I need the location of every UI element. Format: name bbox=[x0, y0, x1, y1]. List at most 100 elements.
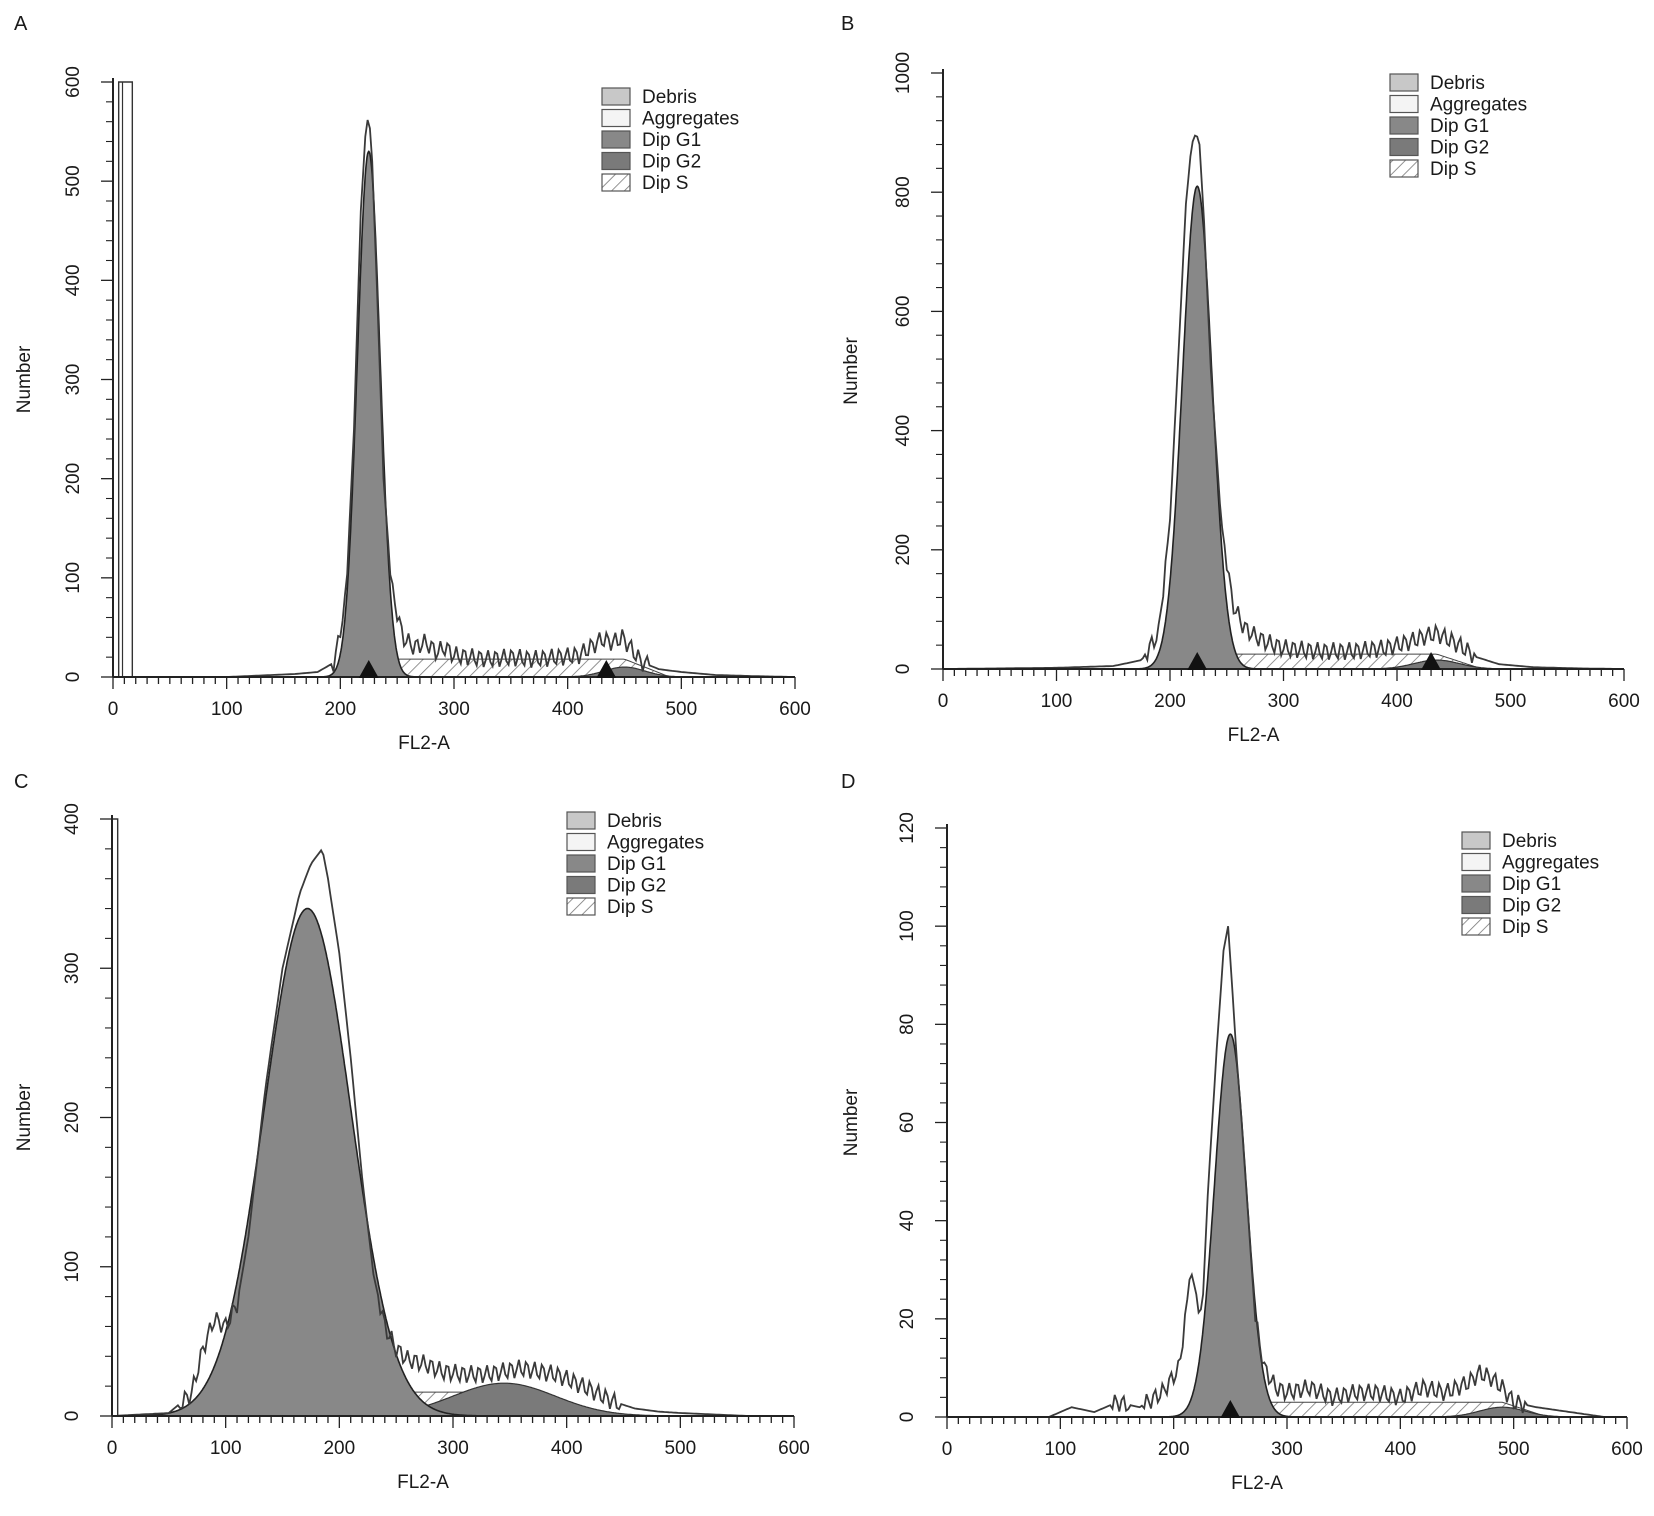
dip-g1-area bbox=[1138, 185, 1257, 670]
legend-label: Aggregates bbox=[642, 109, 739, 130]
y-tick-label: 120 bbox=[897, 812, 918, 844]
x-tick-label: 400 bbox=[1381, 691, 1413, 712]
y-axis-title: Number bbox=[841, 1088, 862, 1156]
legend-swatch-aggregates bbox=[566, 832, 596, 852]
legend-swatch-dip-g2 bbox=[1389, 137, 1419, 157]
x-tick-label: 600 bbox=[1611, 1439, 1643, 1460]
x-tick-label: 0 bbox=[942, 1439, 953, 1460]
dip-g1-area bbox=[1166, 1033, 1294, 1418]
peak-marker-triangle bbox=[358, 660, 379, 678]
legend-swatch-dip-s bbox=[1389, 159, 1419, 178]
y-tick-label: 0 bbox=[893, 664, 914, 675]
y-tick-label: 400 bbox=[62, 803, 83, 835]
x-tick-label: 100 bbox=[211, 699, 243, 720]
dip-g1-area bbox=[134, 907, 481, 1417]
legend-swatch-debris bbox=[601, 87, 631, 106]
y-tick-label: 100 bbox=[63, 562, 84, 594]
legend-label: Dip G2 bbox=[1502, 896, 1561, 917]
legend-label: Debris bbox=[1502, 831, 1557, 852]
y-tick-label: 300 bbox=[63, 364, 84, 396]
y-tick-label: 300 bbox=[62, 952, 83, 984]
legend-label: Debris bbox=[1430, 73, 1485, 94]
legend-swatch-dip-s bbox=[1461, 917, 1491, 936]
x-tick-label: 400 bbox=[551, 1438, 583, 1459]
y-tick-label: 60 bbox=[897, 1112, 918, 1133]
x-tick-label: 300 bbox=[437, 1438, 469, 1459]
legend-swatch-dip-g1 bbox=[1389, 116, 1419, 135]
legend-swatch-aggregates bbox=[1461, 852, 1491, 872]
x-tick-label: 600 bbox=[1608, 691, 1640, 712]
dip-g1-area bbox=[323, 150, 415, 678]
legend-label: Dip S bbox=[1430, 159, 1476, 180]
legend-swatch-dip-g1 bbox=[566, 854, 596, 873]
legend-label: Dip G2 bbox=[642, 152, 701, 173]
histogram-panel-d: D 0 100 200 300 400 500 600 0 20 40 60 80 100 120 FL2-A… bbox=[827, 758, 1654, 1516]
legend-swatch-dip-s bbox=[601, 173, 631, 192]
y-axis-title: Number bbox=[841, 337, 862, 405]
legend-label: Dip G2 bbox=[607, 876, 666, 897]
legend-swatch-debris bbox=[1461, 831, 1491, 850]
legend-swatch-dip-g1 bbox=[1461, 874, 1491, 893]
x-tick-label: 100 bbox=[1044, 1439, 1076, 1460]
x-tick-label: 200 bbox=[324, 699, 356, 720]
legend-swatch-debris bbox=[1389, 73, 1419, 92]
legend-swatch-dip-g2 bbox=[1461, 895, 1491, 915]
x-tick-label: 0 bbox=[108, 699, 119, 720]
x-tick-label: 200 bbox=[323, 1438, 355, 1459]
legend-label: Dip G1 bbox=[1502, 874, 1561, 895]
legend-swatch-dip-g1 bbox=[601, 130, 631, 149]
x-tick-label: 600 bbox=[779, 699, 811, 720]
y-tick-label: 200 bbox=[63, 463, 84, 495]
x-axis-title: FL2-A bbox=[1231, 1473, 1283, 1494]
y-tick-label: 80 bbox=[897, 1014, 918, 1035]
legend-label: Aggregates bbox=[607, 833, 704, 854]
legend-label: Debris bbox=[607, 811, 662, 832]
y-tick-label: 100 bbox=[897, 910, 918, 942]
y-tick-label: 40 bbox=[897, 1210, 918, 1231]
x-tick-label: 400 bbox=[552, 699, 584, 720]
y-tick-label: 0 bbox=[62, 1411, 83, 1422]
panel-label: A bbox=[14, 13, 28, 35]
y-tick-label: 0 bbox=[897, 1412, 918, 1423]
raw-histogram-line bbox=[113, 119, 795, 678]
y-tick-label: 1000 bbox=[893, 52, 914, 94]
x-tick-label: 500 bbox=[1495, 691, 1527, 712]
x-axis-title: FL2-A bbox=[398, 733, 450, 754]
legend-label: Dip G2 bbox=[1430, 138, 1489, 159]
x-axis-title: FL2-A bbox=[397, 1472, 449, 1493]
peak-marker-triangle bbox=[1187, 652, 1208, 670]
x-tick-label: 100 bbox=[1041, 691, 1073, 712]
legend-swatch-aggregates bbox=[601, 108, 631, 128]
x-axis-title: FL2-A bbox=[1228, 725, 1280, 746]
y-axis-title: Number bbox=[14, 345, 35, 413]
raw-histogram-line bbox=[111, 848, 794, 1417]
x-tick-label: 300 bbox=[1271, 1439, 1303, 1460]
legend-swatch-dip-g2 bbox=[566, 875, 596, 895]
x-tick-label: 300 bbox=[1268, 691, 1300, 712]
panel-label: D bbox=[841, 771, 855, 793]
y-tick-label: 600 bbox=[63, 66, 84, 98]
legend-label: Dip S bbox=[642, 173, 688, 194]
x-tick-label: 500 bbox=[665, 699, 697, 720]
x-tick-label: 0 bbox=[107, 1438, 118, 1459]
y-tick-label: 200 bbox=[62, 1102, 83, 1134]
y-tick-label: 100 bbox=[62, 1251, 83, 1283]
x-tick-label: 500 bbox=[664, 1438, 696, 1459]
y-tick-label: 20 bbox=[897, 1308, 918, 1329]
y-tick-label: 400 bbox=[63, 264, 84, 296]
y-tick-label: 600 bbox=[893, 296, 914, 328]
x-tick-label: 200 bbox=[1154, 691, 1186, 712]
legend-label: Dip G1 bbox=[1430, 116, 1489, 137]
y-tick-label: 400 bbox=[893, 415, 914, 447]
x-tick-label: 400 bbox=[1384, 1439, 1416, 1460]
x-tick-label: 200 bbox=[1158, 1439, 1190, 1460]
legend-label: Dip S bbox=[1502, 917, 1548, 938]
panel-label: C bbox=[14, 771, 28, 793]
y-axis-title: Number bbox=[14, 1083, 35, 1151]
x-tick-label: 300 bbox=[438, 699, 470, 720]
legend-label: Dip G1 bbox=[607, 854, 666, 875]
legend-swatch-dip-s bbox=[566, 897, 596, 916]
legend-label: Dip G1 bbox=[642, 130, 701, 151]
y-tick-label: 0 bbox=[63, 672, 84, 683]
y-tick-label: 200 bbox=[893, 534, 914, 566]
